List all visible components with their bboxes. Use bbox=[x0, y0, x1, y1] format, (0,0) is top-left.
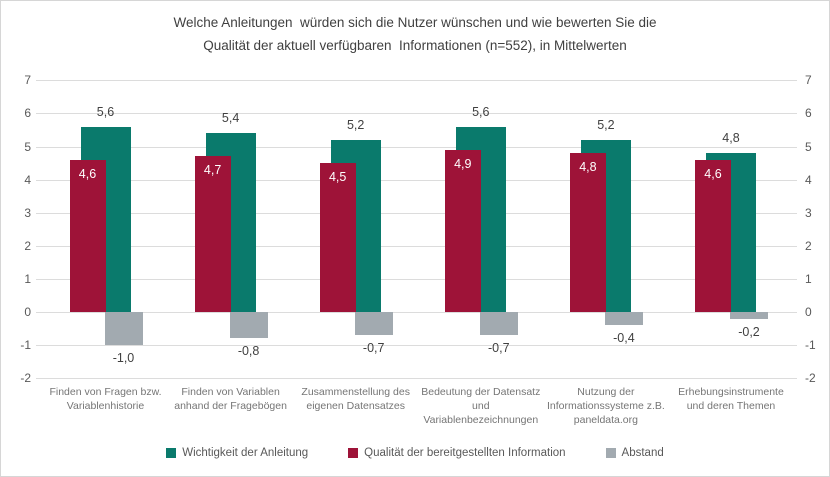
y-tick-left-5: 5 bbox=[24, 139, 31, 154]
value-label-qualitaet: 4,5 bbox=[328, 170, 347, 185]
value-label-wichtigkeit: 4,8 bbox=[722, 131, 740, 146]
value-label-qualitaet: 4,7 bbox=[203, 163, 222, 178]
category-label: Bedeutung der Datensatz und Variablenbezei… bbox=[421, 386, 541, 427]
value-label-wichtigkeit: 5,6 bbox=[96, 104, 115, 119]
y-tick-right--1: -1 bbox=[805, 338, 816, 353]
value-label-qualitaet: 4,8 bbox=[579, 160, 597, 175]
bar-qualitaet bbox=[194, 156, 231, 312]
gridline-4 bbox=[36, 179, 797, 181]
bar-abstand bbox=[604, 312, 643, 326]
value-label-qualitaet: 4,6 bbox=[704, 166, 722, 181]
legend-item-qualitaet: Qualität der bereitgestellten Informatio… bbox=[348, 447, 566, 459]
gridline-1 bbox=[36, 278, 797, 280]
gridline-7 bbox=[36, 80, 797, 82]
y-tick-left-0: 0 bbox=[24, 305, 31, 319]
value-label-abstand: -0,7 bbox=[488, 341, 510, 356]
value-label-abstand: -0,8 bbox=[237, 344, 260, 359]
y-tick-left-6: 6 bbox=[24, 106, 31, 121]
bar-abstand bbox=[229, 312, 268, 339]
legend-item-wichtigkeit: Wichtigkeit der Anleitung bbox=[166, 447, 308, 459]
legend-marker-abstand bbox=[605, 448, 616, 458]
y-tick-right-0: 0 bbox=[805, 305, 812, 319]
gridline-3 bbox=[36, 212, 797, 214]
y-tick-right--2: -2 bbox=[805, 371, 816, 386]
bar-qualitaet bbox=[569, 153, 606, 312]
y-tick-right-5: 5 bbox=[805, 139, 812, 154]
y-tick-left-3: 3 bbox=[24, 205, 31, 220]
gridline-2 bbox=[36, 245, 797, 247]
bar-abstand bbox=[104, 312, 143, 346]
value-label-wichtigkeit: 5,4 bbox=[221, 111, 240, 126]
value-label-abstand: -1,0 bbox=[112, 351, 135, 366]
value-label-wichtigkeit: 5,2 bbox=[346, 117, 365, 132]
y-tick-left-7: 7 bbox=[24, 73, 31, 88]
legend-label-abstand: Abstand bbox=[621, 447, 664, 459]
value-label-wichtigkeit: 5,6 bbox=[472, 104, 490, 119]
bar-qualitaet bbox=[695, 159, 731, 312]
chart-title-line-1: Welche Anleitungen würden sich die Nutze… bbox=[173, 15, 657, 30]
value-label-qualitaet: 4,9 bbox=[454, 156, 472, 171]
legend-item-abstand: Abstand bbox=[605, 447, 664, 459]
legend-label-qualitaet: Qualität der bereitgestellten Informatio… bbox=[364, 447, 566, 459]
gridline-5 bbox=[36, 146, 797, 148]
category-label: Erhebungsinstrumente und deren Themen bbox=[678, 386, 784, 413]
gridline-0 bbox=[36, 312, 797, 313]
y-tick-right-2: 2 bbox=[805, 238, 812, 253]
value-label-wichtigkeit: 5,2 bbox=[597, 117, 615, 132]
legend-label-wichtigkeit: Wichtigkeit der Anleitung bbox=[182, 447, 309, 459]
category-label: Nutzung der Informationssysteme z.B. panel… bbox=[546, 386, 665, 427]
bar-qualitaet bbox=[69, 159, 106, 312]
y-tick-right-7: 7 bbox=[805, 73, 812, 88]
category-label: Finden von Variablen anhand der Frageböge… bbox=[174, 386, 287, 413]
chart-title-line-2: Qualität der aktuell verfügbaren Informa… bbox=[203, 37, 627, 53]
bar-qualitaet bbox=[319, 163, 356, 312]
bar-abstand bbox=[730, 312, 768, 319]
value-label-abstand: -0,7 bbox=[362, 341, 385, 356]
y-tick-right-1: 1 bbox=[805, 271, 812, 286]
bar-abstand bbox=[479, 312, 518, 336]
category-label: Finden von Fragen bzw. Variablenhistorie bbox=[49, 386, 162, 413]
y-tick-right-3: 3 bbox=[805, 205, 812, 220]
bar-abstand bbox=[354, 312, 393, 336]
legend-marker-wichtigkeit bbox=[166, 448, 177, 458]
category-label: Zusammenstellung des eigenen Datensatzes bbox=[301, 386, 410, 413]
bar-qualitaet bbox=[444, 149, 481, 312]
value-label-abstand: -0,4 bbox=[613, 331, 635, 346]
y-tick-left-2: 2 bbox=[24, 238, 31, 253]
chart-title: Welche Anleitungen würden sich die Nutze… bbox=[1, 12, 829, 58]
y-tick-right-6: 6 bbox=[805, 106, 812, 121]
value-label-abstand: -0,2 bbox=[738, 324, 760, 339]
y-tick-left--1: -1 bbox=[20, 338, 31, 353]
y-tick-right-4: 4 bbox=[805, 172, 812, 187]
y-tick-left--2: -2 bbox=[20, 371, 31, 386]
y-tick-left-4: 4 bbox=[24, 172, 31, 187]
legend: Wichtigkeit der Anleitung Qualität der be… bbox=[1, 447, 829, 459]
value-label-qualitaet: 4,6 bbox=[78, 166, 97, 181]
y-tick-left-1: 1 bbox=[24, 271, 31, 286]
legend-marker-qualitaet bbox=[348, 448, 359, 458]
gridline--2 bbox=[36, 378, 797, 380]
gridline--1 bbox=[36, 345, 797, 347]
gridline-6 bbox=[36, 113, 797, 115]
